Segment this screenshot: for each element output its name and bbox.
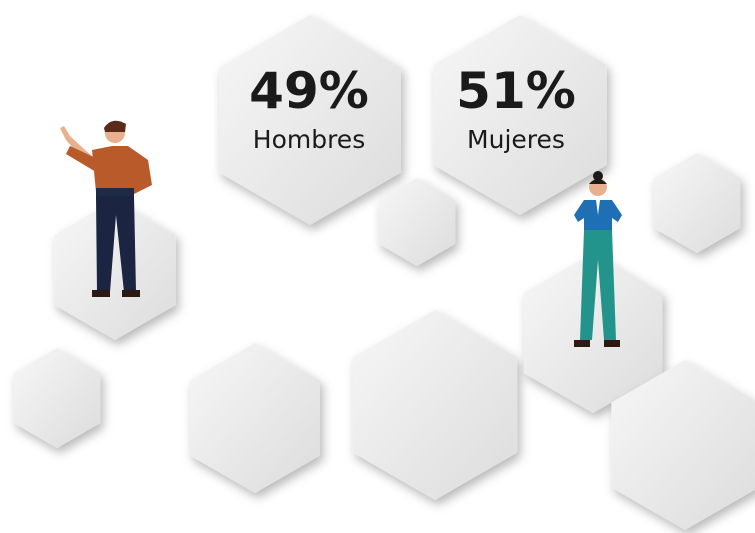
stat-label: Mujeres <box>467 125 565 154</box>
hexagon <box>654 153 741 253</box>
stat-value: 49% <box>249 62 369 120</box>
hexagon <box>379 178 455 266</box>
hexagon <box>190 343 320 493</box>
stat-value: 51% <box>456 62 576 120</box>
infographic: 49% Hombres 51% Mujeres <box>0 0 755 533</box>
hexagon <box>219 15 401 225</box>
hexagon <box>14 348 101 448</box>
stat-label: Hombres <box>253 125 365 154</box>
hexagon <box>353 310 518 500</box>
